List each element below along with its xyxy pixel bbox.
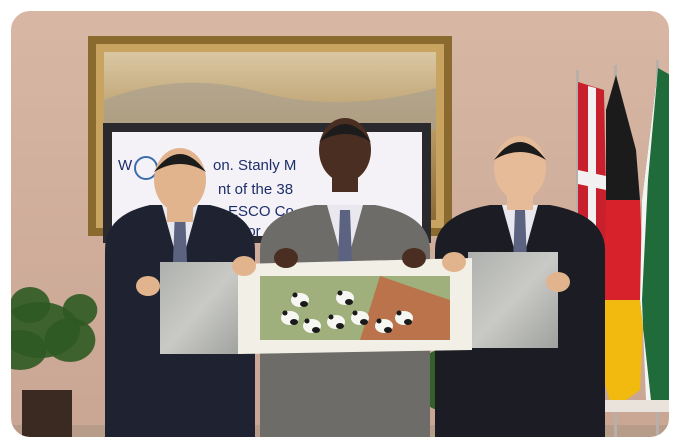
- screen-text-line: W: [118, 157, 133, 174]
- hand: [402, 248, 426, 268]
- panda-ear: [396, 310, 402, 316]
- flag-germany-gold: [604, 300, 644, 410]
- hand: [442, 252, 466, 272]
- panda-leg: [345, 299, 353, 305]
- panda-ear: [282, 310, 288, 316]
- panda-leg: [336, 323, 344, 329]
- hair: [494, 142, 546, 160]
- hair: [319, 124, 371, 142]
- panda-leg: [312, 327, 320, 333]
- panda-leg: [384, 327, 392, 333]
- painting-hills: [104, 82, 436, 130]
- screen-text-line: ESCO Co: [228, 203, 294, 220]
- panda-ear: [328, 314, 334, 320]
- hand: [546, 272, 570, 292]
- screen-text-line: nt of the 38: [218, 181, 293, 198]
- scroll-left-panel: [160, 262, 242, 354]
- screen-text-line: on. Stanly M: [213, 157, 296, 174]
- flag-denmark-cross: [578, 86, 606, 336]
- flag-germany-red: [604, 200, 644, 300]
- tie: [173, 210, 187, 272]
- plant-leaves: [10, 287, 50, 323]
- panda-ear: [376, 318, 382, 324]
- hand: [232, 256, 256, 276]
- panda-ear: [337, 290, 343, 296]
- flag-pakistan-white: [640, 68, 658, 410]
- tie: [338, 210, 352, 272]
- plant-leaves: [62, 294, 98, 326]
- hand: [136, 276, 160, 296]
- hand: [274, 248, 298, 268]
- plant-leaves: [8, 330, 47, 370]
- panda-ear: [304, 318, 310, 324]
- panda-leg: [360, 319, 368, 325]
- scroll-right-panel: [468, 252, 558, 348]
- panda-ear: [292, 292, 298, 298]
- panda-ear: [352, 310, 358, 316]
- flag-germany-black: [606, 75, 640, 200]
- plant-leaves: [44, 318, 96, 362]
- panda-leg: [404, 319, 412, 325]
- plant-pot: [22, 390, 72, 440]
- panda-leg: [290, 319, 298, 325]
- photo-border: [5, 5, 675, 443]
- panda-leg: [300, 301, 308, 307]
- hair: [154, 154, 206, 172]
